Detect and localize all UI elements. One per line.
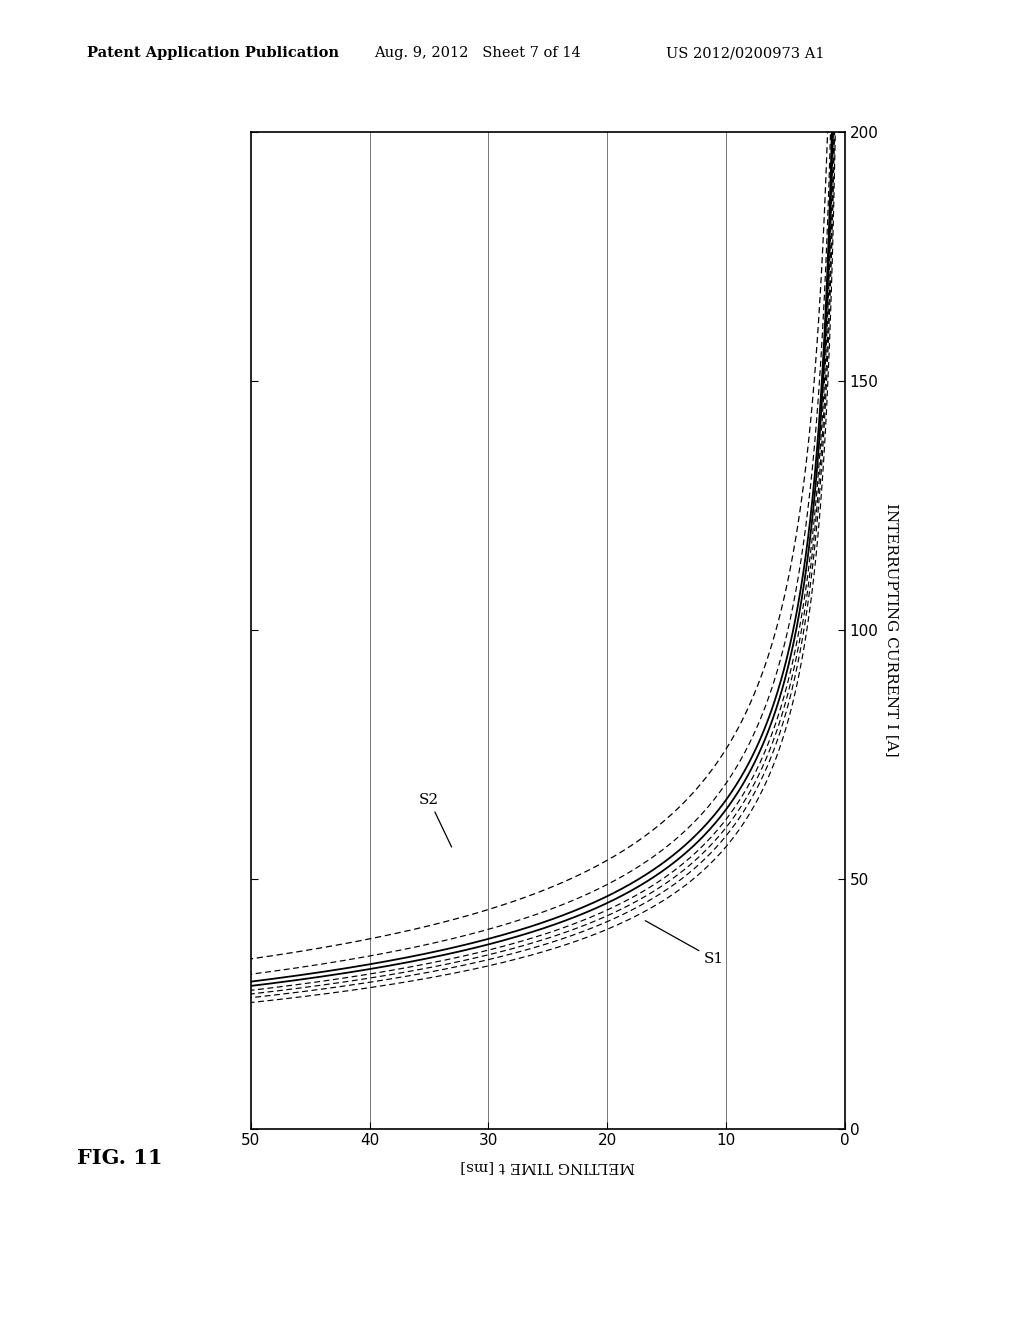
Text: S1: S1 xyxy=(645,920,724,966)
Text: Aug. 9, 2012   Sheet 7 of 14: Aug. 9, 2012 Sheet 7 of 14 xyxy=(374,46,581,61)
Y-axis label: INTERRUPTING CURRENT I [A]: INTERRUPTING CURRENT I [A] xyxy=(886,503,899,758)
Text: S2: S2 xyxy=(419,793,452,847)
X-axis label: MELTING TIME t [ms]: MELTING TIME t [ms] xyxy=(461,1159,635,1173)
Text: Patent Application Publication: Patent Application Publication xyxy=(87,46,339,61)
Text: US 2012/0200973 A1: US 2012/0200973 A1 xyxy=(666,46,824,61)
Text: FIG. 11: FIG. 11 xyxy=(77,1148,162,1168)
